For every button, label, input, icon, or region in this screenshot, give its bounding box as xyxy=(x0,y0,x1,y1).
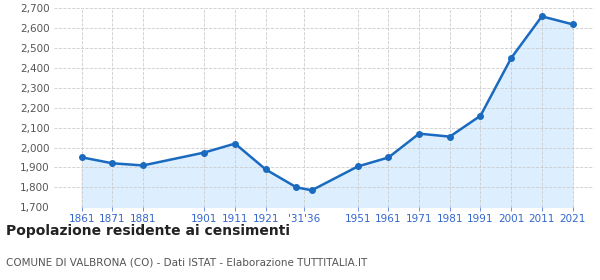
Text: COMUNE DI VALBRONA (CO) - Dati ISTAT - Elaborazione TUTTITALIA.IT: COMUNE DI VALBRONA (CO) - Dati ISTAT - E… xyxy=(6,258,367,268)
Text: Popolazione residente ai censimenti: Popolazione residente ai censimenti xyxy=(6,224,290,238)
